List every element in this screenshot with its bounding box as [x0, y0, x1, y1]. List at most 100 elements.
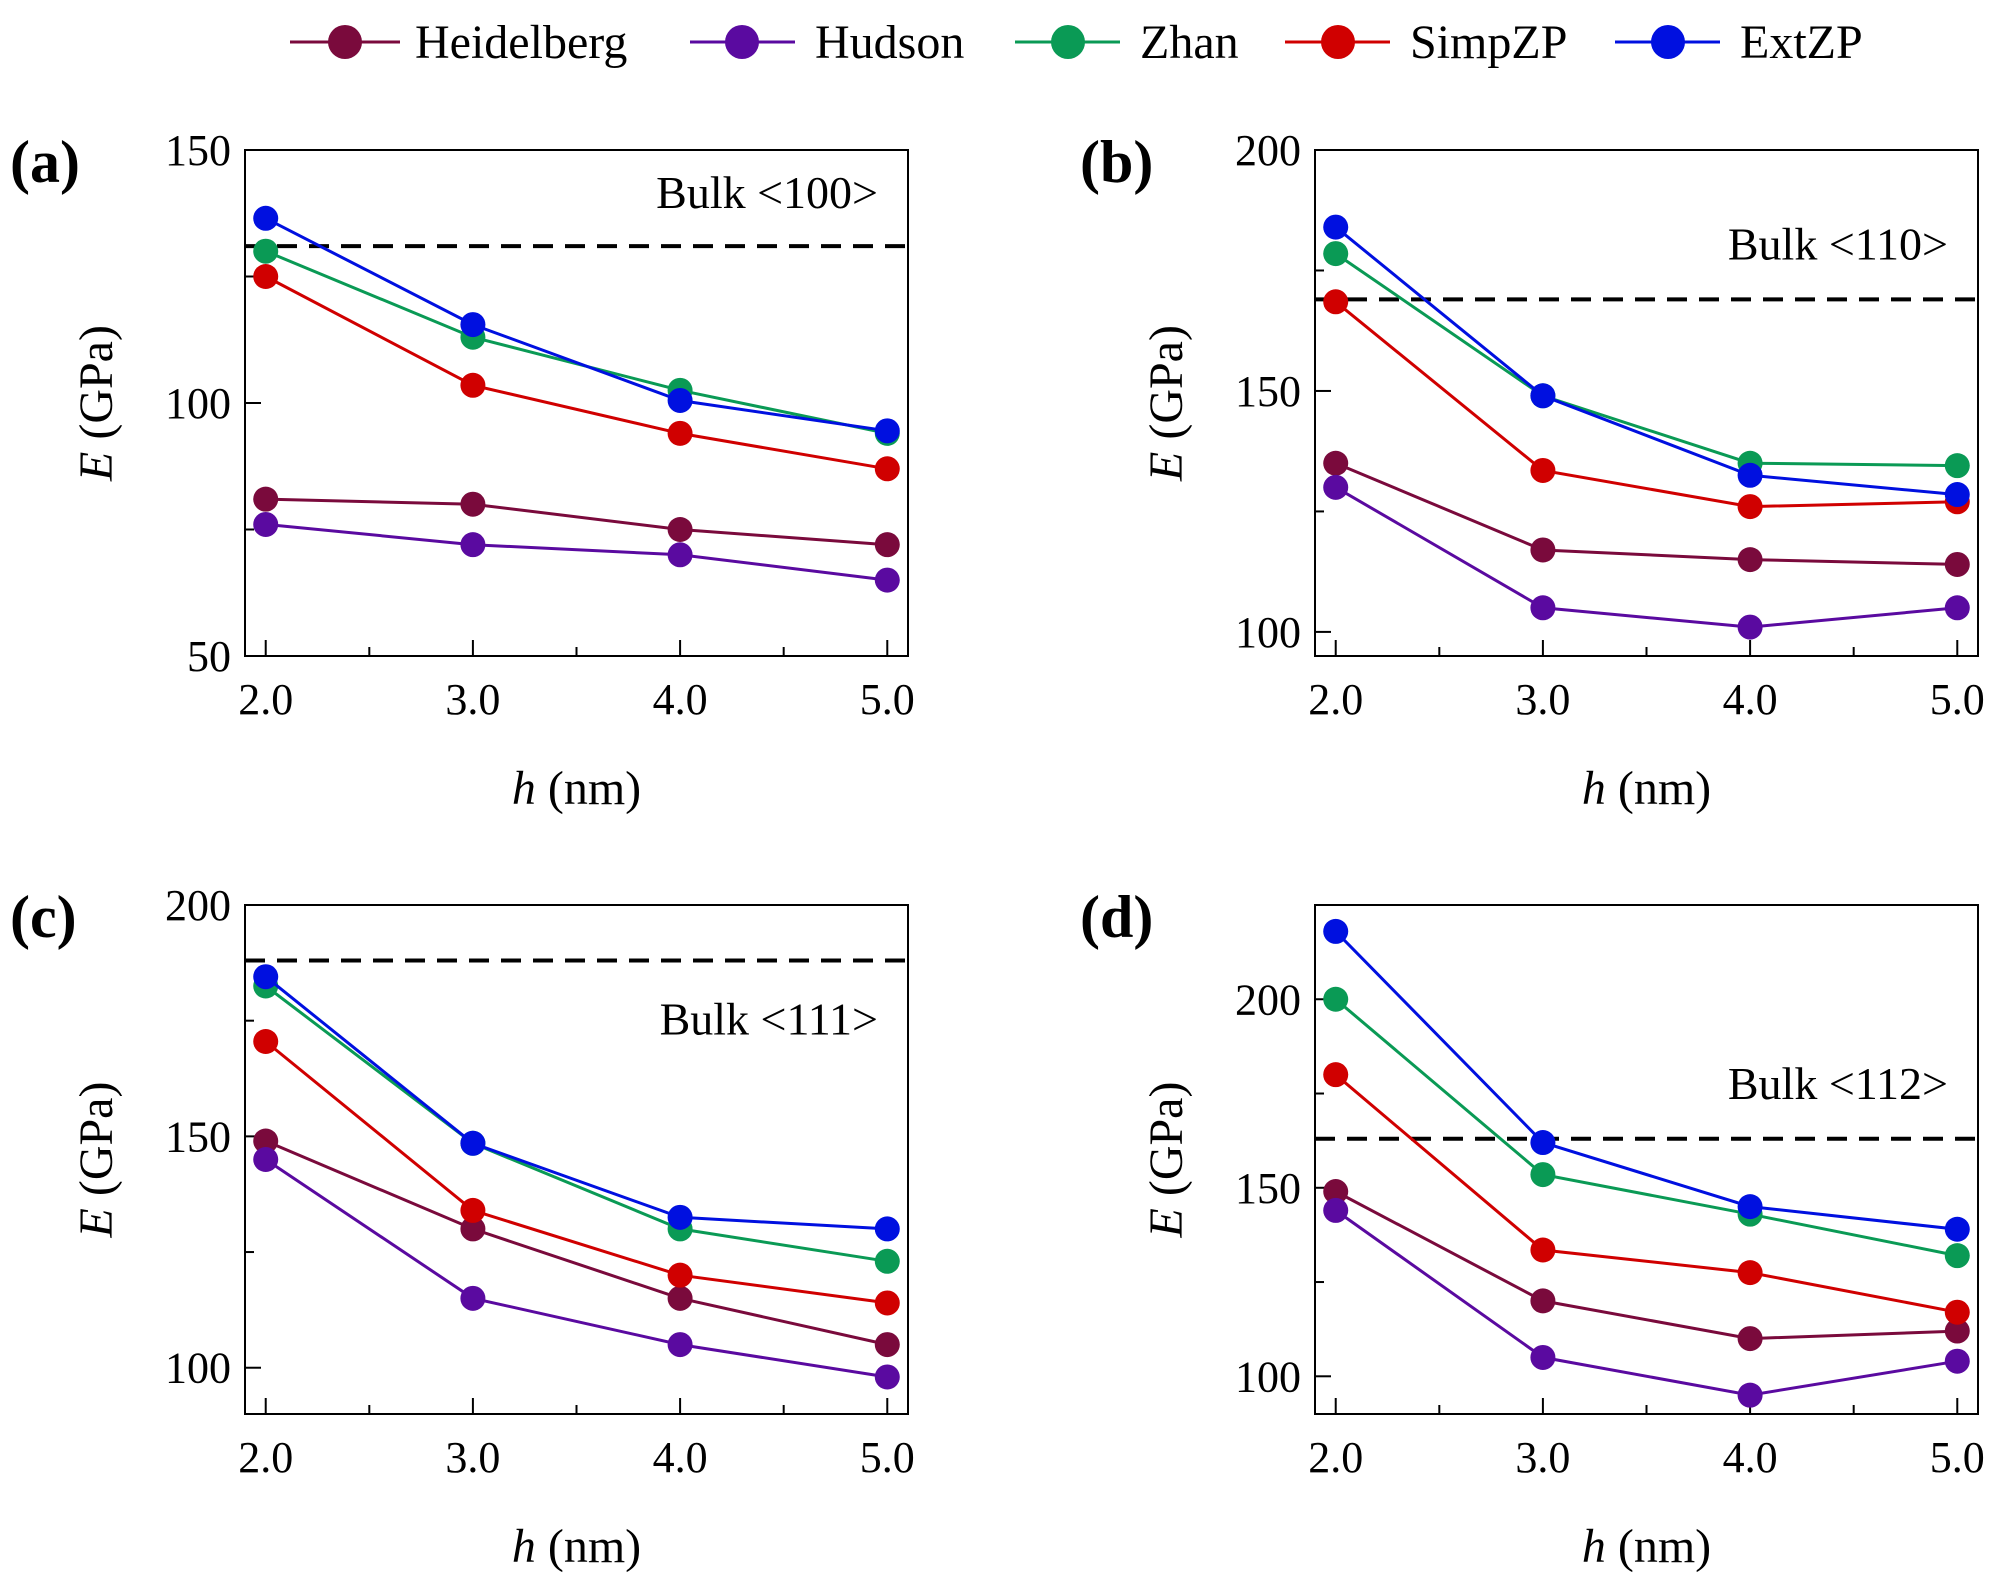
series-extzp-d	[1323, 918, 1970, 1242]
series-line-simpzp-b	[1334, 300, 1958, 509]
data-point-hudson-a	[253, 511, 279, 537]
y-tick-label-d: 200	[1235, 975, 1301, 1024]
data-point-heidelberg-b	[1944, 551, 1970, 577]
data-point-extzp-d	[1323, 918, 1349, 944]
y-tick-label-a: 150	[165, 126, 231, 175]
data-point-heidelberg-d	[1323, 1179, 1349, 1205]
data-point-extzp-a	[253, 205, 279, 231]
data-point-zhan-c	[874, 1248, 900, 1274]
y-tick-label-c: 200	[165, 881, 231, 930]
y-axis-unit-c: (GPa)	[70, 1082, 123, 1209]
data-point-hudson-d	[1944, 1348, 1970, 1374]
data-point-extzp-c	[253, 964, 279, 990]
panel-label-b: (b)	[1080, 129, 1153, 195]
series-simpzp-c	[253, 1029, 900, 1316]
y-tick-label-d: 100	[1235, 1352, 1301, 1401]
series-hudson-b	[1323, 474, 1970, 640]
series-line-zhan-b	[1334, 252, 1958, 468]
data-point-hudson-d	[1530, 1344, 1556, 1370]
data-point-heidelberg-c	[667, 1285, 693, 1311]
y-tick-label-b: 100	[1235, 608, 1301, 657]
y-axis-label-b: E (GPa)	[1140, 325, 1193, 482]
data-point-zhan-a	[253, 238, 279, 264]
series-simpzp-a	[253, 264, 900, 482]
x-axis-unit-a: (nm)	[536, 762, 641, 815]
series-heidelberg-c	[253, 1128, 900, 1358]
x-tick-label-d: 2.0	[1308, 1433, 1363, 1482]
legend: Heidelberg Hudson Zhan SimpZP ExtZP	[290, 16, 1863, 69]
data-point-zhan-d	[1530, 1162, 1556, 1188]
y-tick-label-a: 100	[165, 379, 231, 428]
series-heidelberg-b	[1323, 450, 1970, 577]
series-hudson-a	[253, 511, 900, 593]
data-point-extzp-b	[1737, 462, 1763, 488]
plot-frame-c	[244, 904, 909, 1415]
series-line-hudson-a	[265, 522, 888, 582]
x-tick-label-d: 5.0	[1930, 1433, 1985, 1482]
series-line-heidelberg-c	[265, 1139, 888, 1347]
x-tick-label-b: 2.0	[1308, 675, 1363, 724]
bulk-label-d: Bulk <112>	[1728, 1058, 1948, 1109]
data-point-extzp-d	[1530, 1130, 1556, 1156]
bulk-label-c: Bulk <111>	[660, 994, 878, 1045]
series-line-hudson-c	[264, 1158, 888, 1379]
x-tick-label-b: 4.0	[1723, 675, 1778, 724]
y-axis-unit-b: (GPa)	[1140, 325, 1193, 452]
legend-marker-heidelberg	[328, 25, 362, 59]
series-hudson-d	[1323, 1197, 1970, 1408]
data-point-hudson-a	[667, 542, 693, 568]
data-point-simpzp-c	[874, 1290, 900, 1316]
data-point-hudson-a	[874, 567, 900, 593]
panel-label-c: (c)	[10, 884, 77, 950]
data-point-hudson-b	[1944, 595, 1970, 621]
series-line-heidelberg-b	[1335, 461, 1958, 566]
data-point-simpzp-a	[460, 372, 486, 398]
data-point-hudson-b	[1323, 474, 1349, 500]
data-point-heidelberg-a	[667, 517, 693, 542]
data-point-simpzp-c	[460, 1197, 486, 1223]
series-line-heidelberg-d	[1334, 1190, 1958, 1341]
data-point-extzp-a	[460, 312, 486, 338]
x-tick-label-a: 5.0	[860, 675, 915, 724]
y-tick-label-c: 100	[165, 1344, 231, 1393]
data-point-hudson-a	[460, 532, 486, 558]
y-tick-label-d: 150	[1235, 1164, 1301, 1213]
y-tick-label-b: 150	[1235, 367, 1301, 416]
plot-frame-a	[244, 149, 909, 657]
data-point-extzp-c	[667, 1204, 693, 1230]
series-line-extzp-c	[264, 975, 888, 1231]
data-point-zhan-b	[1944, 453, 1970, 479]
x-axis-variable-c: h	[512, 1520, 536, 1573]
data-point-extzp-c	[460, 1130, 486, 1156]
data-point-simpzp-d	[1530, 1237, 1556, 1263]
series-line-simpzp-d	[1334, 1073, 1958, 1314]
legend-label-extzp: ExtZP	[1740, 16, 1863, 69]
data-point-heidelberg-a	[874, 532, 900, 558]
data-point-zhan-b	[1323, 241, 1349, 267]
data-point-heidelberg-c	[460, 1216, 486, 1242]
data-point-hudson-d	[1323, 1197, 1349, 1223]
legend-marker-simpzp	[1321, 25, 1355, 59]
x-axis-label-c: h (nm)	[512, 1520, 641, 1573]
data-point-heidelberg-c	[253, 1128, 279, 1154]
x-tick-label-c: 4.0	[653, 1433, 708, 1482]
x-tick-label-c: 5.0	[860, 1433, 915, 1482]
y-axis-unit-a: (GPa)	[70, 325, 123, 452]
data-point-extzp-b	[1944, 482, 1970, 508]
data-point-heidelberg-a	[460, 491, 486, 517]
x-tick-label-b: 3.0	[1515, 675, 1570, 724]
series-hudson-c	[253, 1147, 900, 1390]
data-point-extzp-d	[1944, 1216, 1970, 1242]
legend-label-zhan: Zhan	[1140, 16, 1239, 69]
data-point-hudson-d	[1737, 1382, 1763, 1408]
data-point-zhan-d	[1323, 986, 1349, 1012]
data-point-zhan-d	[1944, 1243, 1970, 1269]
x-axis-variable-d: h	[1582, 1520, 1606, 1573]
data-point-heidelberg-d	[1737, 1326, 1763, 1352]
series-line-zhan-c	[264, 984, 888, 1263]
data-point-extzp-b	[1530, 383, 1556, 409]
data-point-simpzp-a	[874, 456, 900, 482]
legend-marker-zhan	[1051, 25, 1085, 59]
data-point-heidelberg-b	[1737, 547, 1763, 573]
y-axis-label-a: E (GPa)	[70, 325, 123, 482]
